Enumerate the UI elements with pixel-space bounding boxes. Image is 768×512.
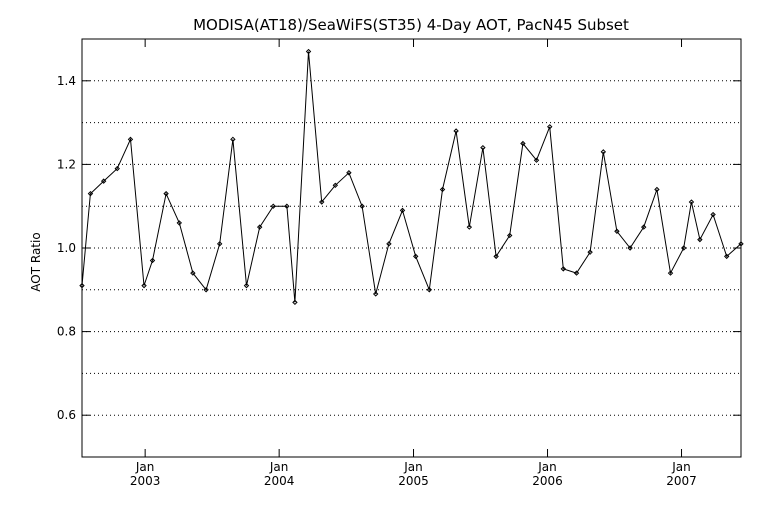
data-point	[127, 136, 134, 143]
x-tick-label-month: Jan	[537, 460, 557, 474]
data-point	[587, 249, 593, 255]
data-point	[710, 211, 716, 218]
x-tick-label-year: 2005	[398, 474, 429, 488]
data-point	[453, 128, 459, 134]
series-group	[79, 48, 744, 306]
data-point	[493, 253, 499, 260]
data-point	[176, 220, 182, 226]
series-line	[81, 51, 742, 303]
data-point	[216, 241, 223, 247]
x-tick-label-year: 2003	[130, 474, 161, 488]
x-tick-label-month: Jan	[671, 460, 691, 474]
data-point	[386, 241, 392, 247]
data-point	[190, 270, 196, 276]
data-point	[627, 245, 633, 251]
data-point	[284, 203, 290, 209]
y-tick-label: 1.2	[57, 157, 76, 171]
data-point	[723, 253, 730, 260]
y-tick-label: 0.8	[57, 325, 76, 339]
data-point	[346, 170, 352, 176]
x-tick-label-month: Jan	[269, 460, 289, 474]
data-point	[79, 282, 85, 289]
data-point	[149, 257, 156, 264]
data-point	[399, 207, 406, 214]
data-point	[600, 149, 607, 155]
x-tick-label-year: 2006	[532, 474, 563, 488]
x-tick-label-month: Jan	[135, 460, 155, 474]
data-point	[372, 291, 379, 297]
data-point	[292, 299, 298, 306]
data-point	[359, 203, 365, 209]
data-point	[230, 136, 236, 143]
data-point	[413, 253, 419, 260]
x-tick-label-year: 2007	[666, 474, 697, 488]
data-point	[614, 228, 620, 234]
data-point	[654, 186, 660, 193]
data-point	[332, 182, 339, 189]
data-point	[507, 232, 513, 239]
data-point	[163, 190, 169, 197]
data-point	[100, 178, 107, 184]
data-point	[256, 224, 263, 230]
data-point	[533, 157, 540, 163]
data-point	[667, 270, 674, 276]
data-point	[688, 199, 695, 205]
data-point	[141, 282, 147, 289]
data-point	[466, 224, 473, 230]
data-point	[738, 241, 744, 247]
data-point	[439, 186, 446, 193]
y-axis-label: AOT Ratio	[29, 232, 43, 291]
x-tick-label-month: Jan	[403, 460, 423, 474]
data-point	[305, 48, 312, 55]
y-tick-label: 1.0	[57, 241, 76, 255]
data-point	[426, 287, 433, 293]
data-point	[560, 266, 567, 272]
data-point	[87, 190, 94, 197]
data-point	[114, 165, 120, 172]
data-point	[697, 236, 703, 243]
data-point	[319, 199, 325, 205]
data-point	[547, 124, 553, 130]
data-point	[480, 144, 486, 151]
data-point	[520, 140, 526, 147]
data-point	[270, 203, 276, 209]
data-point	[243, 282, 250, 289]
data-point	[573, 270, 580, 276]
y-ticks: 0.6 0.8 1.0 1.2 1.4	[57, 74, 741, 422]
chart-title: MODISA(AT18)/SeaWiFS(ST35) 4-Day AOT, Pa…	[193, 16, 629, 34]
y-tick-label: 1.4	[57, 74, 76, 88]
data-point	[203, 287, 209, 293]
grid	[82, 80, 741, 416]
y-tick-label: 0.6	[57, 408, 76, 422]
data-point	[681, 245, 687, 251]
x-tick-label-year: 2004	[264, 474, 295, 488]
data-point	[641, 224, 647, 230]
